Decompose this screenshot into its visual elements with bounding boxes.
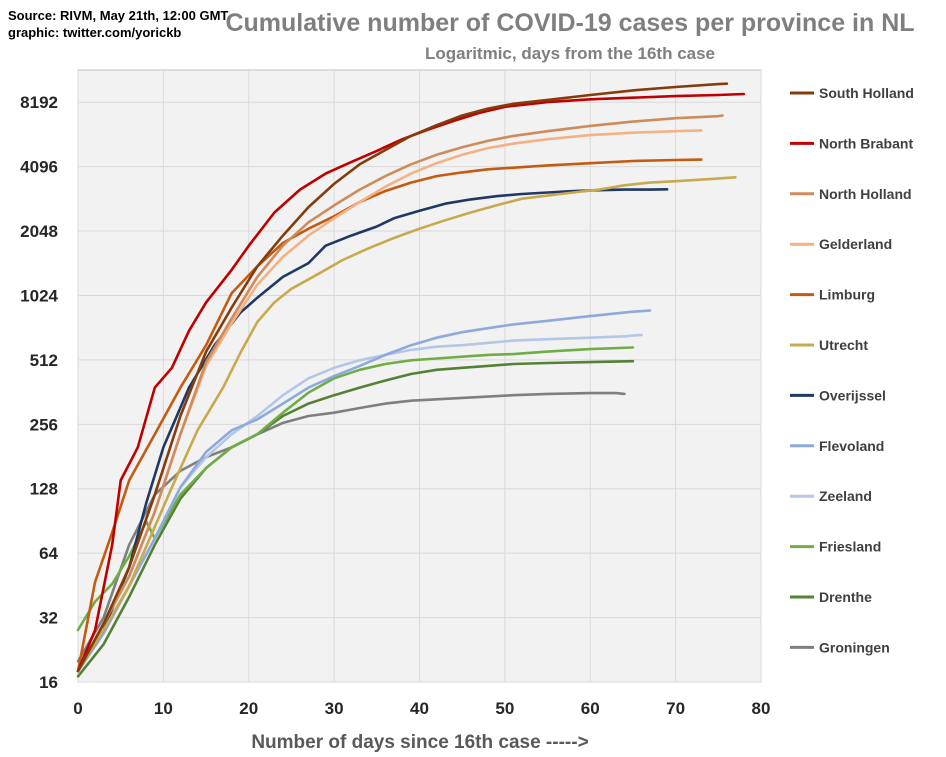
series-lines <box>76 82 746 678</box>
legend: South Holland North Brabant North Holland G… <box>790 85 914 655</box>
x-tick-label: 10 <box>154 699 173 718</box>
x-axis-label: Number of days since 16th case -----> <box>251 732 588 753</box>
source-block: Source: RIVM, May 21th, 12:00 GMT graphi… <box>8 8 228 40</box>
series-line-drenthe <box>76 359 635 678</box>
series-line-groningen <box>76 391 626 663</box>
x-axis-ticks: 0 10 20 30 40 50 60 70 80 <box>73 699 770 718</box>
x-tick-label: 80 <box>752 699 771 718</box>
x-tick-label: 70 <box>666 699 685 718</box>
legend-label-north-brabant: North Brabant <box>819 135 913 151</box>
y-tick-label: 1024 <box>20 286 58 305</box>
legend-label-friesland: Friesland <box>819 539 881 555</box>
legend-label-limburg: Limburg <box>819 287 875 303</box>
grid-lines <box>77 70 762 683</box>
legend-label-utrecht: Utrecht <box>819 337 868 353</box>
y-tick-label: 256 <box>30 415 58 434</box>
y-tick-label: 4096 <box>20 158 58 177</box>
y-tick-label: 32 <box>39 609 58 628</box>
y-axis-ticks: 16 32 64 128 256 512 1024 2048 4096 8192 <box>20 93 58 692</box>
legend-label-south-holland: South Holland <box>819 85 914 101</box>
legend-background <box>769 68 939 668</box>
y-tick-label: 16 <box>39 673 58 692</box>
legend-label-groningen: Groningen <box>819 639 890 655</box>
x-tick-label: 0 <box>73 699 82 718</box>
legend-label-overijssel: Overijssel <box>819 387 886 403</box>
y-tick-label: 8192 <box>20 93 58 112</box>
y-tick-label: 2048 <box>20 222 58 241</box>
series-line-north-holland <box>76 114 724 673</box>
y-tick-label: 128 <box>30 480 58 499</box>
chart-subtitle: Logaritmic, days from the 16th case <box>425 44 715 63</box>
x-tick-label: 40 <box>410 699 429 718</box>
graphic-credit-line: graphic: twitter.com/yorickb <box>8 25 181 40</box>
x-tick-label: 30 <box>325 699 344 718</box>
series-line-north-brabant <box>76 92 746 673</box>
y-tick-label: 64 <box>39 544 58 563</box>
legend-label-drenthe: Drenthe <box>819 589 872 605</box>
chart-title: Cumulative number of COVID-19 cases per … <box>225 9 914 37</box>
series-line-overijssel <box>76 188 669 673</box>
x-tick-label: 20 <box>239 699 258 718</box>
series-line-utrecht <box>76 176 737 673</box>
series-line-south-holland <box>76 82 729 673</box>
legend-label-flevoland: Flevoland <box>819 438 884 454</box>
legend-label-north-holland: North Holland <box>819 186 912 202</box>
legend-label-zeeland: Zeeland <box>819 488 872 504</box>
x-tick-label: 50 <box>495 699 514 718</box>
x-tick-label: 60 <box>581 699 600 718</box>
series-line-flevoland <box>76 309 652 673</box>
legend-label-gelderland: Gelderland <box>819 236 892 252</box>
source-line: Source: RIVM, May 21th, 12:00 GMT <box>8 8 228 23</box>
y-tick-label: 512 <box>30 351 58 370</box>
